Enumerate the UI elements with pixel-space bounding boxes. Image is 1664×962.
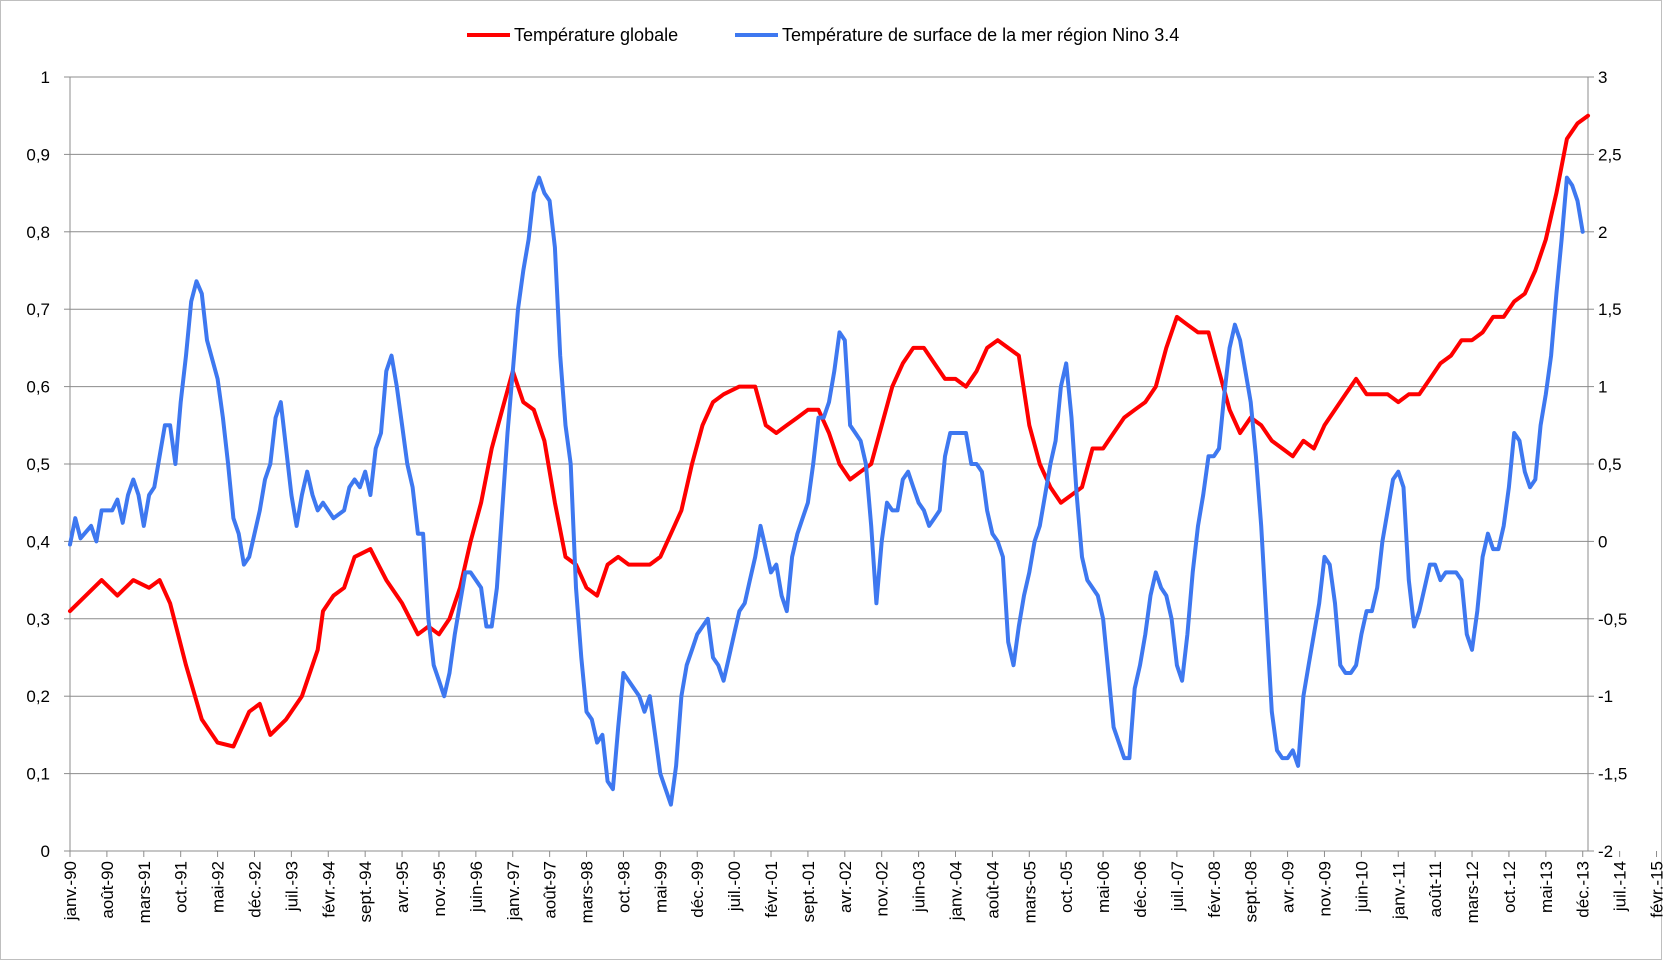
x-tick-label: janv.-11 — [1389, 861, 1408, 920]
x-tick-label: mars-12 — [1463, 861, 1482, 923]
y-left-tick-label: 0,5 — [26, 455, 50, 474]
y-left-tick-label: 0,7 — [26, 300, 50, 319]
x-tick-label: juil.-07 — [1168, 861, 1187, 912]
y-right-tick-label: -0,5 — [1598, 610, 1627, 629]
x-tick-label: mai-99 — [651, 861, 670, 913]
x-tick-label: juin-96 — [467, 861, 486, 913]
x-tick-label: mai-92 — [209, 861, 228, 913]
series-lines — [68, 113, 1590, 807]
y-right-tick-label: 0 — [1598, 532, 1607, 551]
y-right-tick-label: -1,5 — [1598, 765, 1627, 784]
y-right-tick-label: 3 — [1598, 68, 1607, 87]
x-tick-label: juin-10 — [1352, 861, 1371, 913]
x-tick-label: août-04 — [983, 861, 1002, 919]
x-tick-label: févr.-08 — [1205, 861, 1224, 918]
y-left-tick-label: 0,8 — [26, 223, 50, 242]
x-tick-label: août-90 — [98, 861, 117, 919]
x-tick-label: juil.-00 — [725, 861, 744, 912]
x-tick-label: avr.-95 — [393, 861, 412, 913]
x-tick-label: nov.-02 — [873, 861, 892, 916]
x-tick-label: juin-03 — [910, 861, 929, 913]
y-axis-left-ticks: 0 0,1 0,2 0,3 0,4 0,5 0,6 0,7 0,8 0,9 1 — [26, 68, 50, 861]
x-tick-label: déc.-99 — [688, 861, 707, 918]
x-tick-label: janv.-97 — [504, 861, 523, 921]
x-tick-label: févr.-01 — [762, 861, 781, 918]
x-tick-label: déc.-13 — [1574, 861, 1593, 918]
x-tick-label: août-11 — [1426, 861, 1445, 917]
x-tick-label: déc.-92 — [245, 861, 264, 918]
x-tick-label: avr.-02 — [836, 861, 855, 913]
x-tick-label: févr.-15 — [1648, 861, 1664, 918]
series-line-nino34 — [68, 175, 1585, 807]
x-tick-label: août-97 — [541, 861, 560, 919]
x-tick-label: avr.-09 — [1279, 861, 1298, 913]
x-tick-label: janv.-90 — [61, 861, 80, 921]
y-right-tick-label: 2,5 — [1598, 145, 1622, 164]
y-right-tick-label: -2 — [1598, 842, 1613, 861]
x-tick-label: nov.-95 — [430, 861, 449, 916]
y-left-tick-label: 0,2 — [26, 687, 50, 706]
x-tick-label: févr.-94 — [319, 861, 338, 918]
x-tick-label: mars-98 — [578, 861, 597, 923]
y-axis-right-ticks: -2 -1,5 -1 -0,5 0 0,5 1 1,5 2 2,5 3 — [1598, 68, 1627, 861]
x-tick-label: sept.-94 — [356, 861, 375, 922]
legend-label-nino34: Température de surface de la mer région … — [782, 25, 1179, 45]
y-left-tick-label: 0,3 — [26, 610, 50, 629]
x-tick-label: mai-06 — [1094, 861, 1113, 913]
gridlines — [70, 76, 1588, 852]
x-tick-label: oct.-98 — [614, 861, 633, 913]
y-left-tick-label: 0,1 — [26, 765, 50, 784]
y-left-tick-label: 0,6 — [26, 378, 50, 397]
y-right-tick-label: 1 — [1598, 378, 1607, 397]
x-tick-label: oct.-05 — [1057, 861, 1076, 913]
y-left-tick-label: 0,4 — [26, 532, 50, 551]
x-tick-label: sept.-08 — [1242, 861, 1261, 922]
axes — [64, 76, 1658, 857]
x-tick-label: mars-05 — [1020, 861, 1039, 923]
y-right-tick-label: 2 — [1598, 223, 1607, 242]
y-right-tick-label: 0,5 — [1598, 455, 1622, 474]
y-left-tick-label: 0,9 — [26, 145, 50, 164]
y-right-tick-label: -1 — [1598, 687, 1613, 706]
y-left-tick-label: 1 — [41, 68, 50, 87]
x-tick-label: oct.-91 — [172, 861, 191, 913]
x-tick-label: mars-91 — [135, 861, 154, 923]
x-tick-label: janv.-04 — [947, 861, 966, 921]
y-left-tick-label: 0 — [41, 842, 50, 861]
x-tick-label: juil.-93 — [282, 861, 301, 912]
y-right-tick-label: 1,5 — [1598, 300, 1622, 319]
series-line-global-temp — [68, 113, 1590, 749]
x-tick-label: juil.-14 — [1611, 861, 1630, 912]
x-tick-label: mai-13 — [1537, 861, 1556, 913]
x-tick-label: nov.-09 — [1315, 861, 1334, 916]
x-tick-label: oct.-12 — [1500, 861, 1519, 913]
legend-label-global-temp: Température globale — [514, 25, 678, 45]
x-tick-label: sept.-01 — [799, 861, 818, 922]
legend: Température globale Température de surfa… — [467, 25, 1179, 45]
x-axis-ticks: janv.-90 août-90 mars-91 oct.-91 mai-92 déc.-… — [61, 861, 1664, 923]
x-tick-label: déc.-06 — [1131, 861, 1150, 918]
